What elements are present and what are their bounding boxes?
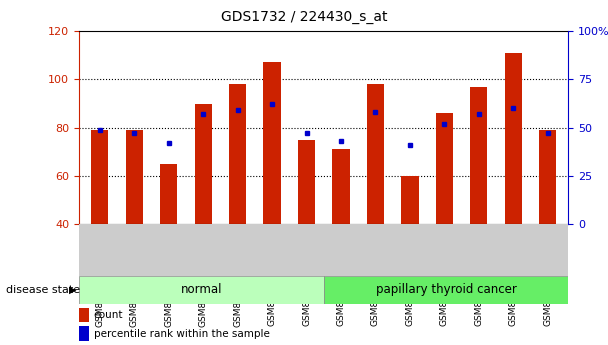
Text: percentile rank within the sample: percentile rank within the sample: [94, 329, 269, 339]
Text: ▶: ▶: [69, 285, 76, 295]
Bar: [505, 53, 522, 224]
Bar: [126, 130, 143, 224]
Text: count: count: [94, 310, 123, 320]
Bar: [91, 130, 108, 224]
Bar: [401, 176, 418, 224]
Bar: [79, 326, 89, 341]
Bar: [323, 276, 568, 304]
Bar: [333, 149, 350, 224]
Bar: [79, 308, 89, 322]
Bar: [436, 113, 453, 224]
Bar: [195, 104, 212, 224]
Bar: [263, 62, 281, 224]
Bar: [298, 140, 315, 224]
Bar: [539, 130, 556, 224]
Bar: [229, 84, 246, 224]
Text: normal: normal: [181, 283, 222, 296]
Text: GDS1732 / 224430_s_at: GDS1732 / 224430_s_at: [221, 10, 387, 24]
Bar: [470, 87, 488, 224]
Bar: [79, 276, 323, 304]
Text: papillary thyroid cancer: papillary thyroid cancer: [376, 283, 517, 296]
Bar: [367, 84, 384, 224]
Text: disease state: disease state: [6, 285, 80, 295]
Bar: [160, 164, 178, 224]
